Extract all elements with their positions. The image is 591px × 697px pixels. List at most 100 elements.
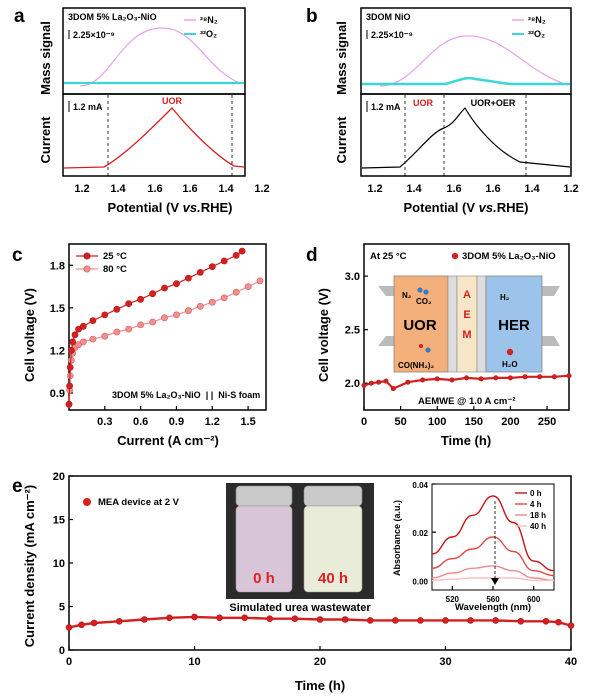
b-legend-o2: ³²O₂ [528, 29, 545, 39]
c-ytick-label: 1.5 [50, 303, 65, 315]
d-series-point [551, 374, 557, 380]
e-vial-left [235, 505, 293, 593]
d-cathode-chamber [485, 275, 543, 373]
e-inset-legend: 0 h 4 h 18 h 40 h [515, 489, 546, 531]
e-ytick-label: 20 [53, 471, 65, 483]
e-inset-legend-0h: 0 h [530, 489, 542, 498]
e-xtick-label: 20 [314, 656, 326, 668]
c-xtick-label: 1.5 [240, 416, 255, 428]
c-series-25-point [66, 382, 73, 390]
c-series-25-point [220, 257, 228, 265]
d-schematic: A E M UOR HER N₂ CO₂ CO(NH₂)₂ H₂ H₂O [378, 275, 560, 373]
c-ytick-label: 0.9 [50, 388, 65, 400]
c-ytick-label: 1.8 [50, 260, 65, 272]
d-frame [363, 243, 570, 411]
e-series-point [341, 616, 349, 623]
d-water-molecule [506, 348, 514, 356]
d-series-point [566, 373, 572, 379]
c-series-80-point [101, 332, 109, 340]
c-series-25-point [66, 363, 74, 371]
e-inset-xtick-label: 560 [486, 595, 500, 604]
b-ms-scale: 2.25×10⁻⁹ [371, 30, 413, 40]
b-xlabel: Potential (V vs.RHE) [404, 200, 529, 215]
d-molecule-1 [417, 287, 423, 293]
e-inset-legend-4h: 4 h [530, 500, 542, 509]
c-series-25-point [101, 311, 109, 319]
d-ytick-label: 2.5 [345, 325, 360, 337]
e-inset-series-0 [431, 495, 555, 572]
panel-label-b: b [306, 6, 318, 27]
e-xtick-label: 10 [188, 656, 200, 668]
c-series-80-point [149, 318, 156, 326]
d-xtick-label: 150 [465, 416, 483, 428]
a-xtick-5: 1.2 [254, 183, 269, 195]
a-xtick-4: 1.4 [218, 183, 234, 195]
e-series-point [567, 622, 575, 629]
a-uor-label: UOR [162, 96, 183, 106]
e-series-point [241, 614, 248, 622]
c-series-25-point [69, 338, 76, 346]
c-xtick-label: 0.9 [169, 416, 184, 428]
c-series-25-point [238, 247, 246, 255]
c-series-25-point [113, 305, 121, 313]
e-series-point [266, 615, 274, 623]
c-legend-25-marker [83, 252, 91, 260]
a-xtick-1: 1.4 [110, 183, 126, 195]
panel-b: b Mass signal Current 3DOM NiO ²⁸N₂ ³²O₂… [306, 6, 579, 215]
e-series-point [216, 614, 223, 622]
e-legend-marker [83, 498, 91, 506]
e-series-point [166, 614, 173, 622]
e-series-point [78, 621, 85, 629]
e-series-point [467, 617, 474, 624]
e-series-point [417, 617, 424, 624]
c-frame [68, 243, 267, 411]
c-series-80-point [196, 302, 204, 310]
c-legend-80-marker [83, 265, 91, 273]
d-urea-text: CO(NH₂)₂ [398, 361, 434, 370]
c-series-25-point [71, 331, 79, 339]
e-photo: 0 h 40 h Simulated urea wastewater [226, 483, 374, 614]
e-inset-xlabel: Wavelength (nm) [455, 602, 531, 613]
d-ytick-label: 2.0 [345, 378, 360, 390]
d-series-point [522, 374, 528, 380]
b-uor-label: UOR [413, 98, 434, 108]
panel-a: a Mass signal Current 3DOM 5% La₂O₃-NiO … [14, 6, 270, 215]
c-xtick-label: 0.3 [97, 416, 112, 428]
b-xtick-1: 1.4 [406, 183, 422, 195]
panel-c: c Cell voltage (V) 0.9 1.2 1.5 1.8 0.3 0.6 0.… [12, 243, 267, 448]
e-photo-caption: Simulated urea wastewater [229, 602, 371, 614]
panel-e: e Current density (mA cm⁻²) 0 5 10 15 20 0 10… [12, 471, 577, 693]
b-cur-scale: 1.2 mA [371, 102, 401, 112]
a-n2-curve [79, 27, 243, 87]
d-molecule-4 [419, 344, 423, 348]
c-series-25-line [68, 250, 243, 405]
b-xtick-0: 1.2 [367, 183, 382, 195]
d-xtick-label: 0 [361, 416, 367, 428]
c-series-80-point [184, 307, 192, 315]
e-inset-series-1 [431, 536, 555, 577]
d-legend: 3DOM 5% La₂O₃-NiO [462, 251, 556, 262]
e-inset-ytick-label: 0.00 [412, 577, 428, 586]
b-xtick-4: 1.4 [524, 183, 540, 195]
c-series-25-point [79, 322, 87, 330]
e-inset-series-2 [431, 565, 555, 582]
d-membrane-m: M [462, 329, 471, 341]
d-condition: AEMWE @ 1.0 A cm⁻² [418, 396, 516, 407]
c-series-80-point [220, 294, 228, 302]
e-ytick-label: 15 [53, 515, 65, 527]
e-series-point [492, 617, 500, 624]
d-inlet-right [540, 286, 560, 296]
a-top-ylabel: Mass signal [38, 21, 53, 95]
e-inset-ytick-label: 0.02 [412, 529, 428, 538]
b-top-ylabel: Mass signal [334, 21, 349, 95]
e-series-point [90, 619, 98, 627]
d-uor-text: UOR [403, 317, 437, 334]
e-legend: MEA device at 2 V [98, 497, 180, 508]
a-bottom-frame [62, 93, 246, 177]
b-bottom-frame [360, 93, 572, 177]
e-series-point [115, 617, 123, 625]
d-her-text: HER [498, 317, 530, 334]
c-catalyst-note: 3DOM 5% La₂O₃-NiO | | Ni-S foam [112, 390, 260, 400]
d-molecule-3 [425, 347, 431, 353]
